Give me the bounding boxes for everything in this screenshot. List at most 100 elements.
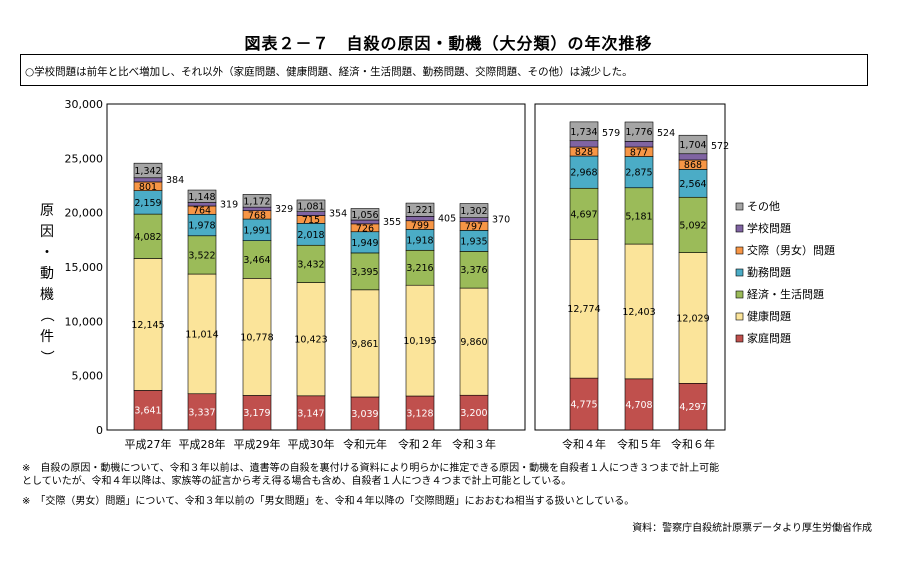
legend-swatch [735,312,744,321]
legend-swatch [735,202,744,211]
data-label: 2,159 [134,198,161,209]
bar-segment [187,189,217,203]
page-title: 図表２－７ 自殺の原因・動機（大分類）の年次推移 [244,34,653,53]
data-label: 3,395 [351,267,378,278]
y-tick-label: 30,000 [65,98,104,111]
legend-label: 家庭問題 [747,331,791,345]
data-label: 3,522 [188,250,215,261]
x-category-label: 令和６年 [671,437,715,451]
bar-segment [459,287,489,396]
data-label: 828 [575,147,593,158]
bar-segment [624,187,654,245]
data-label: 3,337 [188,407,215,418]
data-label: 797 [465,222,483,233]
data-label: 3,179 [243,408,270,419]
legend-label: 健康問題 [747,309,791,323]
bar-segment [678,252,708,384]
data-label: 319 [220,199,238,210]
data-label: 877 [630,147,648,158]
data-label: 1,081 [297,201,324,212]
bar-segment [624,156,654,189]
data-label: 10,195 [403,336,436,347]
bar-segment [678,153,708,161]
data-label: 2,564 [679,179,706,190]
data-label: 12,774 [567,304,600,315]
bar-segment [405,202,435,217]
data-label: 10,778 [240,332,273,343]
legend-label: その他 [747,200,780,213]
bar-segment [569,155,599,189]
bar-segment [569,140,599,148]
bar-segment [187,393,217,431]
data-label: 768 [248,210,266,221]
y-axis-label-char: 機 [40,287,54,303]
y-tick-label: 20,000 [65,207,104,220]
bar-segment [350,208,380,221]
data-label: 3,641 [134,406,161,417]
bar-segment [678,169,708,198]
data-label: 370 [492,215,510,226]
legend-label: 経済・生活問題 [747,287,824,301]
data-label: 1,342 [134,166,161,177]
x-category-label: 平成29年 [234,437,281,451]
y-axis-label-char: 因 [40,224,54,240]
legend-swatch [735,290,744,299]
data-label: 12,403 [622,307,655,318]
bar-segment [133,162,163,179]
bar-segment [624,121,654,142]
data-label: 4,082 [134,232,161,243]
legend-label: 学校問題 [747,221,791,235]
y-axis-label-char: 原 [40,203,54,219]
data-label: 2,968 [570,168,597,179]
x-category-label: 平成28年 [179,437,226,451]
bar-segment [459,217,489,223]
bar-segment [296,395,326,431]
data-label: 801 [139,182,157,193]
bar-segment [133,213,163,259]
x-category-label: 令和元年 [343,437,387,451]
summary-box: ○学校問題は前年と比べ増加し、それ以外（家庭問題、健康問題、経済・生活問題、勤務… [20,54,868,86]
data-label: 3,128 [406,409,433,420]
data-label: 405 [438,214,456,225]
bar-segment [133,390,163,431]
bar-segment [242,240,272,279]
legend-label: 交際（男女）問題 [747,243,835,257]
y-tick-label: 10,000 [65,315,104,328]
bar-segment [242,194,272,208]
data-label: 1,221 [406,205,433,216]
data-label: 3,376 [460,265,487,276]
data-label: 572 [711,141,729,152]
bar-segment [242,278,272,396]
data-label: 4,297 [679,402,706,413]
data-label: 5,092 [679,220,706,231]
bar-segment [405,216,435,222]
x-category-label: 平成27年 [125,437,172,451]
data-label: 4,708 [625,400,652,411]
bar-segment [350,252,380,291]
bar-segment [242,206,272,212]
data-label: 1,978 [188,221,215,232]
data-label: 329 [275,204,293,215]
legend-label: 勤務問題 [747,265,791,279]
bar-segment [459,203,489,218]
bar-segment [133,177,163,183]
y-axis-label-char: 件 [40,329,54,345]
x-category-label: 令和２年 [398,437,442,451]
data-label: 1,776 [625,127,652,138]
y-axis-label-char: （ [38,308,54,322]
data-label: 1,918 [406,235,433,246]
bar-segment [624,243,654,380]
data-label: 1,704 [679,140,706,151]
bar-segment [678,134,708,155]
data-label: 1,991 [243,225,270,236]
bar-segment [624,140,654,148]
bar-segment [569,239,599,379]
data-label: 524 [657,128,675,139]
data-label: 384 [166,175,184,186]
data-label: 12,029 [676,313,709,324]
data-label: 2,018 [297,230,324,241]
data-label: 2,875 [625,168,652,179]
y-axis-label-char: 動 [40,266,54,282]
bar-segment [405,395,435,431]
